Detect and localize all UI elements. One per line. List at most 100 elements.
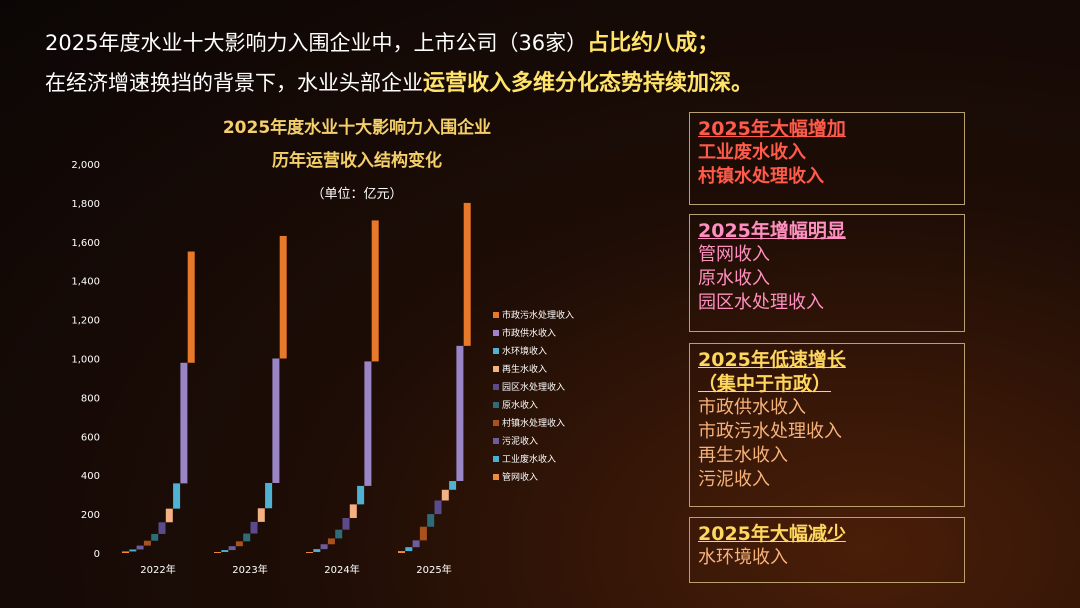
bar-segment [306, 552, 313, 553]
bar-segment [173, 483, 181, 509]
y-tick-label: 600 [81, 432, 100, 443]
bar-segment [235, 541, 243, 547]
bar-segment [313, 549, 321, 553]
panel: 2025年低速增长 （集中于市政） 市政供水收入市政污水处理收入 再生水收入污泥收入 [689, 343, 965, 507]
bar-segment [327, 538, 335, 545]
panel-title: 2025年低速增长 [698, 349, 846, 371]
legend-label: 市政污水处理收入 [502, 309, 574, 321]
bar-segment [272, 358, 280, 483]
panel-item: 再生水收入 [698, 445, 788, 466]
bar-segment [228, 546, 236, 551]
legend-label: 园区水处理收入 [502, 381, 565, 393]
bar-segment [250, 521, 258, 534]
y-tick-label: 1,200 [71, 316, 100, 327]
legend-swatch [493, 420, 499, 426]
legend-label: 水环境收入 [502, 345, 547, 357]
bar-segment [122, 551, 129, 553]
bar-segment [349, 504, 357, 518]
legend-label: 原水收入 [502, 399, 538, 411]
y-tick-label: 400 [81, 471, 100, 482]
panel-title: 2025年大幅减少 [698, 523, 846, 545]
panel-item: 工业废水收入 [698, 142, 806, 163]
bar-segment [427, 514, 435, 527]
legend-swatch [493, 312, 499, 318]
panel-title: 2025年增幅明显 [698, 220, 846, 242]
bar-segment [320, 544, 328, 550]
bar-segment [449, 481, 457, 490]
legend-swatch [493, 456, 499, 462]
panel-item: 市政污水处理收入 [698, 421, 842, 442]
y-tick-label: 800 [81, 393, 100, 404]
y-tick-label: 0 [94, 549, 100, 560]
panel-title: 2025年大幅增加 [698, 118, 846, 140]
legend-swatch [493, 402, 499, 408]
highlight: 占比约八成； [587, 31, 720, 56]
bar-segment [456, 345, 464, 482]
bar-segment [221, 550, 229, 553]
bar-segment [165, 508, 173, 523]
legend-swatch [493, 474, 499, 480]
legend-swatch [493, 384, 499, 390]
panel-item: 污泥收入 [698, 469, 770, 490]
legend-label: 再生水收入 [502, 363, 547, 375]
chart-title: 历年运营收入结构变化 [272, 150, 442, 171]
headline-1: 2025年度水业十大影响力入围企业中，上市公司（36家）占比约八成； [45, 25, 719, 57]
legend-label: 市政供水收入 [502, 327, 556, 339]
chart: 2025年度水业十大影响力入围企业 历年运营收入结构变化 （单位：亿元） 0 20… [71, 117, 574, 576]
y-tick-label: 1,800 [71, 199, 100, 210]
panel-item: 市政供水收入 [698, 397, 806, 418]
bar-segment [214, 552, 221, 553]
panel-item: 水环境收入 [698, 547, 788, 568]
bar-segment [357, 485, 365, 505]
y-tick-label: 1,000 [71, 355, 100, 366]
bar-segment [136, 545, 144, 550]
bar-segment [398, 551, 405, 553]
bar-segment [405, 547, 413, 552]
legend-label: 村镇水处理收入 [502, 417, 565, 429]
legend-label: 管网收入 [502, 471, 538, 483]
highlight: 运营收入多维分化态势持续加深。 [423, 71, 754, 96]
panel: 2025年大幅减少 水环境收入 [689, 517, 965, 583]
bar-segment [441, 489, 449, 501]
panel-title: （集中于市政） [698, 373, 832, 395]
bar-segment [257, 508, 265, 522]
y-tick-label: 2,000 [71, 160, 100, 171]
panel-item: 管网收入 [698, 244, 770, 265]
panel-item: 原水收入 [698, 268, 770, 289]
legend-swatch [493, 366, 499, 372]
bar-segment [158, 522, 166, 534]
bar-segment [463, 202, 471, 346]
x-tick-label: 2025年 [416, 563, 451, 576]
x-tick-label: 2023年 [232, 563, 267, 576]
bar-segment [180, 362, 188, 484]
panel: 2025年大幅增加 工业废水收入 村镇水处理收入 [689, 112, 965, 205]
chart-title: 2025年度水业十大影响力入围企业 [223, 117, 491, 138]
bar-segment [371, 220, 379, 362]
bar-segment [342, 517, 350, 530]
legend-swatch [493, 348, 499, 354]
x-tick-label: 2022年 [140, 563, 175, 576]
text: 在经济增速换挡的背景下，水业头部企业 [45, 71, 423, 95]
bar-segment [243, 533, 251, 542]
panel: 2025年增幅明显 管网收入原水收入园区水处理收入 [689, 214, 965, 332]
y-tick-label: 200 [81, 510, 100, 521]
headline-2: 在经济增速换挡的背景下，水业头部企业运营收入多维分化态势持续加深。 [45, 65, 753, 97]
bar-segment [364, 361, 372, 486]
chart-subtitle: （单位：亿元） [311, 187, 402, 202]
y-tick-label: 1,400 [71, 277, 100, 288]
x-tick-label: 2024年 [324, 563, 359, 576]
text: 2025年度水业十大影响力入围企业中，上市公司（36家） [45, 31, 588, 55]
bar-segment [187, 251, 195, 363]
legend-swatch [493, 438, 499, 444]
panel-item: 园区水处理收入 [698, 292, 824, 313]
panel-item: 村镇水处理收入 [698, 166, 824, 187]
y-tick-label: 1,600 [71, 238, 100, 249]
bar-segment [265, 482, 273, 509]
legend-label: 污泥收入 [502, 435, 538, 447]
bar-segment [129, 549, 137, 552]
bar-segment [419, 526, 427, 541]
bar-segment [335, 529, 343, 539]
bar-segment [412, 540, 420, 548]
legend-swatch [493, 330, 499, 336]
